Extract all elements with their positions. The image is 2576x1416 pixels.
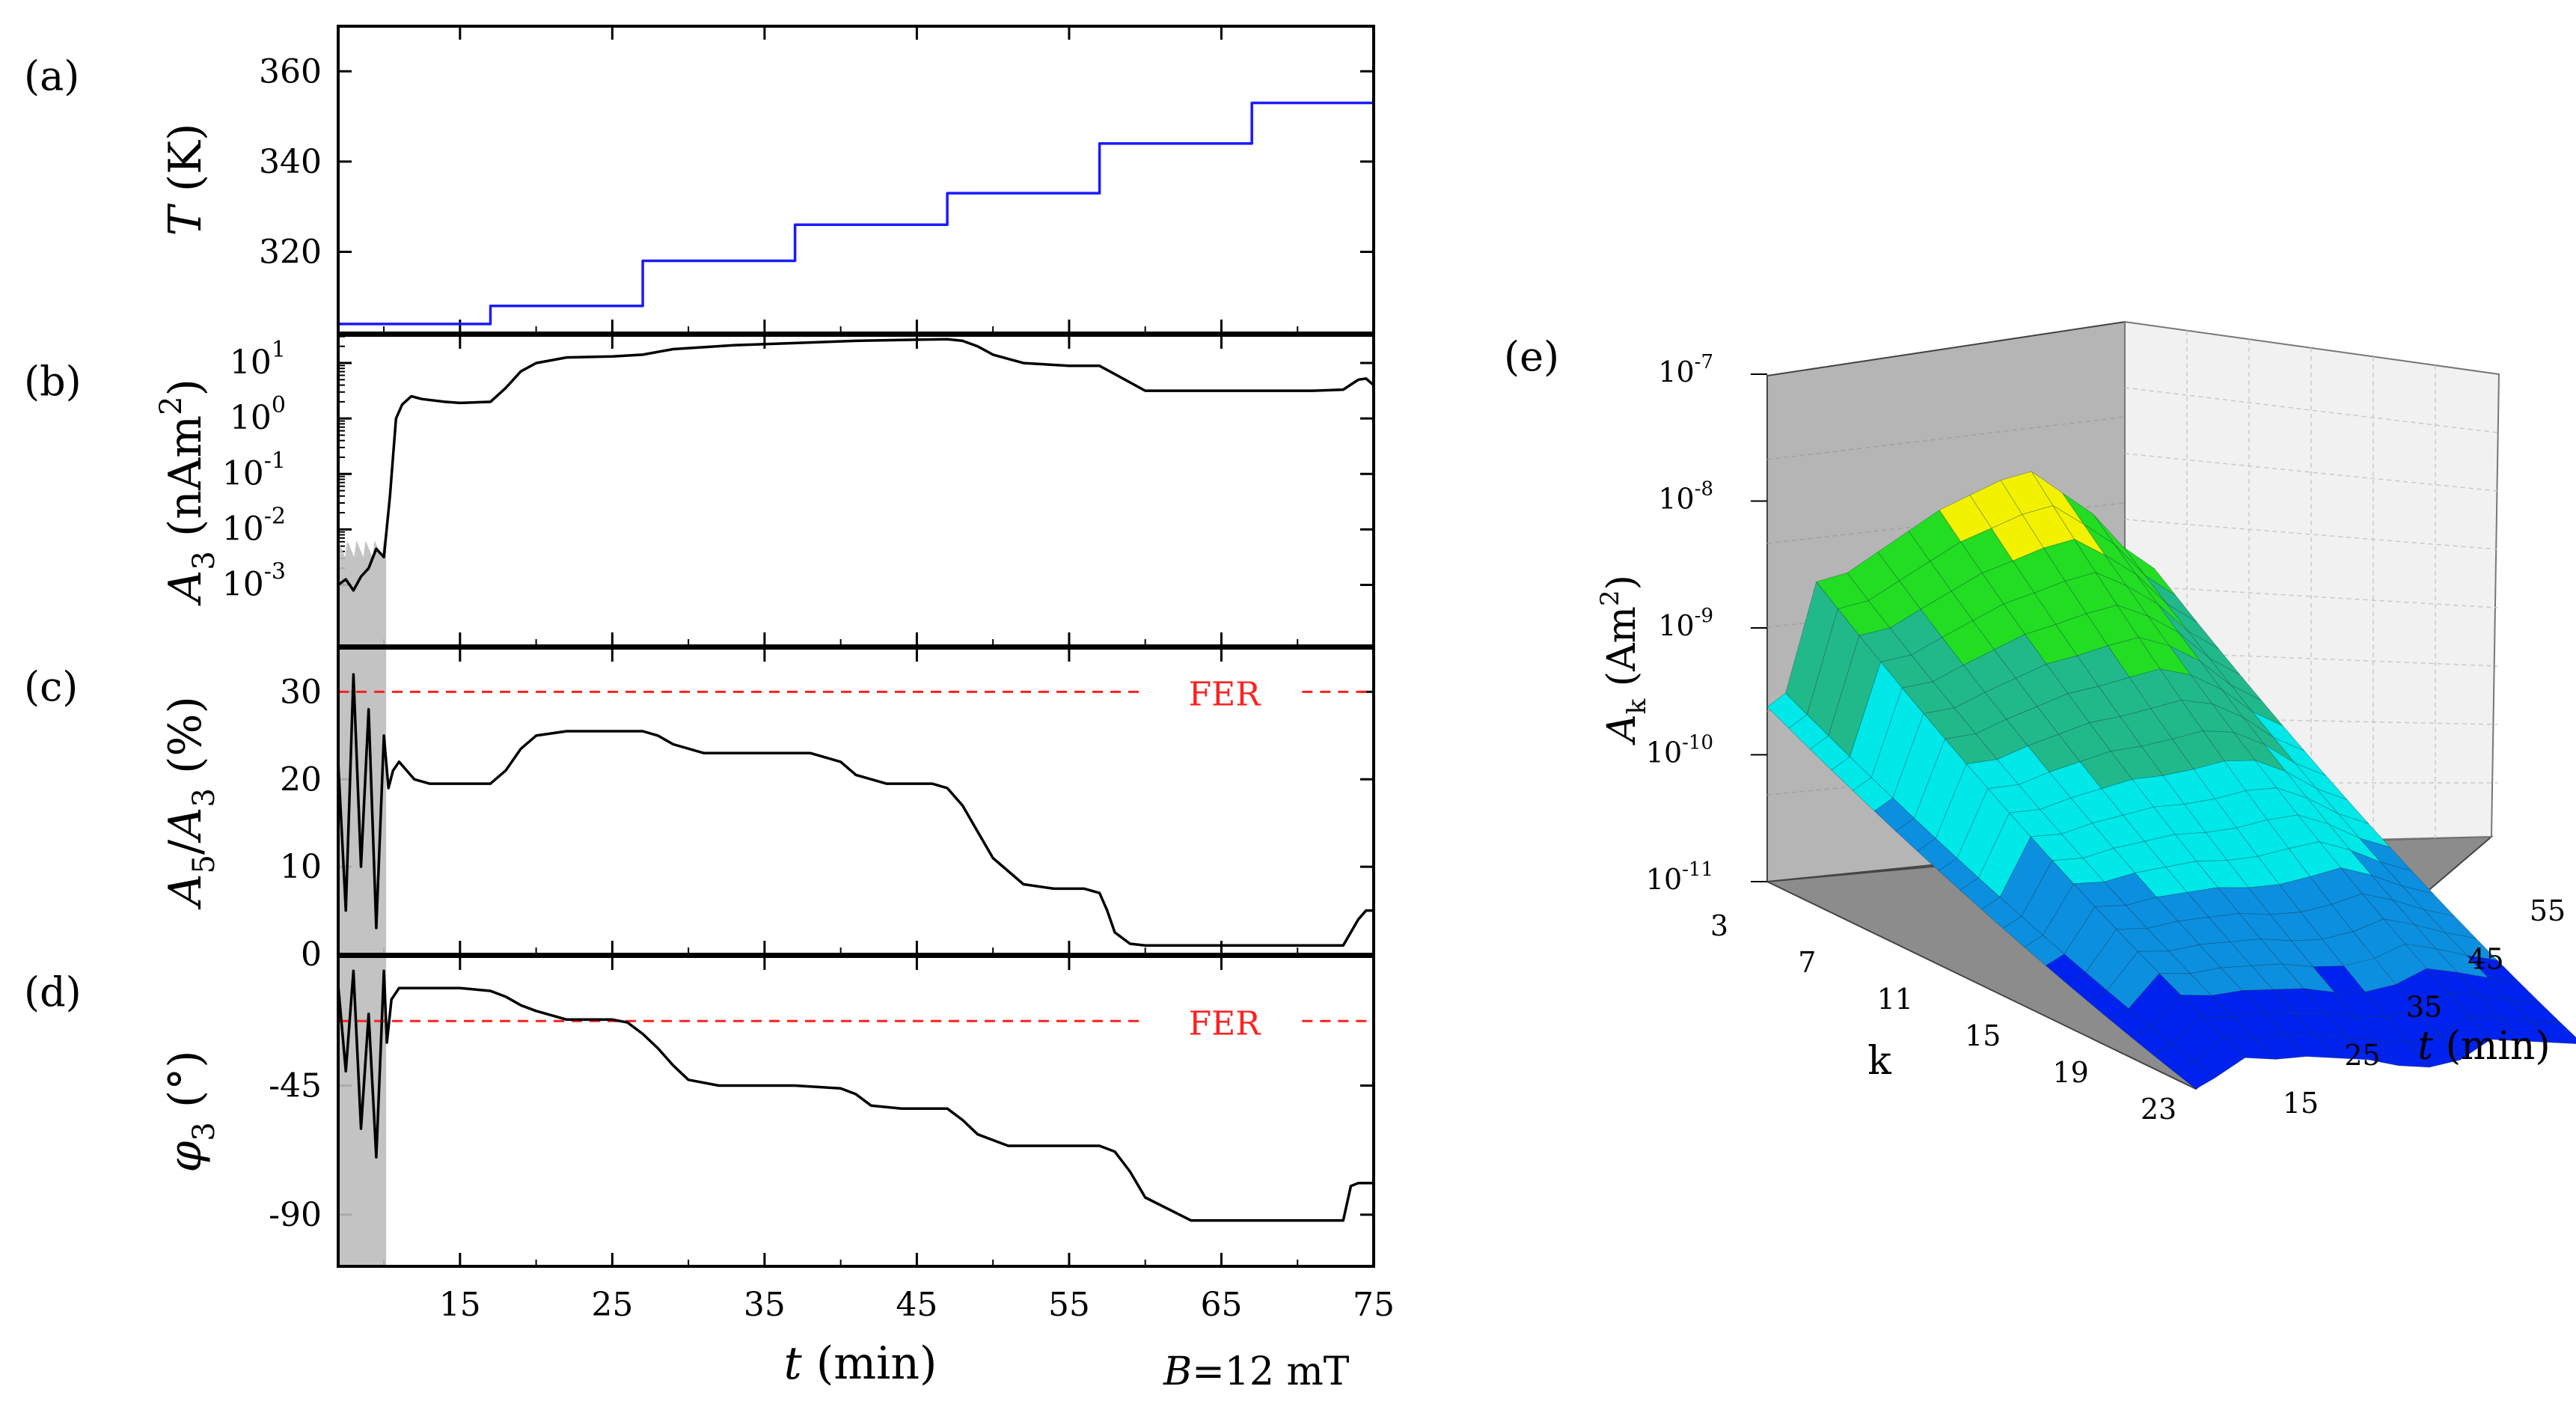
t-axis-label: t (min) <box>2417 1024 2550 1069</box>
surface-patch <box>2223 1037 2277 1060</box>
y-tick-label: 100 <box>230 392 286 437</box>
z-tick-label: 10-9 <box>1658 605 1713 642</box>
axes-frame-b <box>337 334 1375 647</box>
reference-label-fer: FER <box>1189 1004 1262 1043</box>
axes-frame-a <box>337 25 1375 335</box>
panel-label-a: (a) <box>24 52 79 100</box>
panel-c: 0 10 20 30 FER A5/A3 (%) <box>159 647 1375 974</box>
z-tick-label: 10-11 <box>1646 858 1713 896</box>
k-tick-label: 7 <box>1798 946 1816 979</box>
series-line-a <box>338 101 1374 326</box>
surface-patch <box>2173 1061 2215 1090</box>
x-axis-label-unit: (min) <box>802 1337 937 1390</box>
y-tick-label: 30 <box>280 673 322 711</box>
z-tick-label: 10-7 <box>1658 351 1713 388</box>
y-axis-label-c: A5/A3 (%) <box>159 696 221 910</box>
k-tick-label: 3 <box>1710 909 1728 942</box>
y-axis-label-a: T (K) <box>159 123 212 236</box>
y-tick-label: 10-3 <box>222 558 286 603</box>
t-tick-label: 35 <box>2406 991 2442 1024</box>
y-tick-label: -45 <box>269 1067 322 1105</box>
y-tick-label: 101 <box>230 337 286 382</box>
panel-e: 10-11 10-10 10-9 10-8 10-7 Ak (Am2) 3 7 11 15 19 23… <box>1595 320 2576 1126</box>
x-tick-label: 25 <box>591 1286 633 1324</box>
surface-patch <box>2254 1034 2307 1060</box>
shared-x-axis: 15 25 35 45 55 65 75 <box>439 1286 1395 1324</box>
noise-band <box>338 540 387 646</box>
field-annotation: B=12 mT <box>1163 1349 1350 1394</box>
x-tick-label: 55 <box>1048 1286 1090 1324</box>
plot-area <box>338 101 1374 326</box>
plot-area <box>338 648 1374 954</box>
wall-grid-line <box>1766 416 2126 460</box>
y-tick-label: 340 <box>259 143 322 181</box>
t-tick-label: 25 <box>2344 1039 2380 1072</box>
surface-patch <box>2346 1036 2400 1066</box>
x-tick-label: 35 <box>744 1286 786 1324</box>
series-line-c <box>338 673 1374 947</box>
y-axis-label-b: A3 (nAm2) <box>154 379 221 606</box>
reference-label-fer: FER <box>1189 675 1262 713</box>
y-axis-label-d: φ3 (°) <box>159 1050 221 1172</box>
surface <box>1766 471 2576 1090</box>
y-tick-label: -90 <box>269 1196 322 1234</box>
panel-label-c: (c) <box>24 663 78 710</box>
plot-area <box>338 956 1374 1266</box>
y-tick-label: 0 <box>301 936 322 974</box>
surface-patch <box>2315 1035 2369 1061</box>
z-tick-label: 10-8 <box>1658 478 1713 516</box>
k-tick-label: 11 <box>1877 983 1913 1016</box>
y-tick-label: 10 <box>280 848 322 886</box>
panel-d: -90 -45 FER φ3 (°) <box>159 955 1375 1268</box>
k-tick-label: 23 <box>2141 1093 2176 1126</box>
axes-frame-c <box>337 647 1375 956</box>
z-tick-label: 10-10 <box>1646 732 1713 769</box>
y-tick-label: 20 <box>280 760 322 799</box>
x-tick-label: 75 <box>1353 1286 1395 1324</box>
k-axis-label: k <box>1867 1039 1891 1084</box>
x-tick-label: 45 <box>896 1286 937 1324</box>
panel-label-b: (b) <box>24 358 82 405</box>
x-tick-label: 15 <box>439 1286 481 1324</box>
surface-patch <box>2468 1016 2523 1042</box>
series-line-b <box>338 338 1374 592</box>
plot-area <box>338 338 1374 646</box>
x-axis-label: t (min) <box>784 1337 937 1390</box>
y-tick-label: 360 <box>259 52 322 91</box>
axes-frame-d <box>337 955 1375 1268</box>
panel-label-d: (d) <box>24 968 82 1016</box>
y-tick-label: 10-2 <box>222 503 286 548</box>
y-tick-label: 320 <box>259 233 322 271</box>
x-tick-label: 65 <box>1200 1286 1242 1324</box>
k-tick-label: 19 <box>2052 1056 2088 1089</box>
panel-label-e: (e) <box>1504 333 1559 380</box>
z-axis-label: Ak (Am2) <box>1595 575 1652 745</box>
t-tick-label: 15 <box>2283 1087 2319 1120</box>
k-tick-label: 15 <box>1965 1019 2001 1052</box>
series-line-d <box>338 969 1374 1222</box>
t-tick-label: 45 <box>2468 942 2503 975</box>
panel-a: 320 340 360 T (K) <box>159 25 1375 335</box>
y-tick-label: 10-1 <box>222 448 286 492</box>
x-axis-label-symbol: t <box>784 1337 803 1390</box>
t-tick-label: 55 <box>2530 894 2566 927</box>
